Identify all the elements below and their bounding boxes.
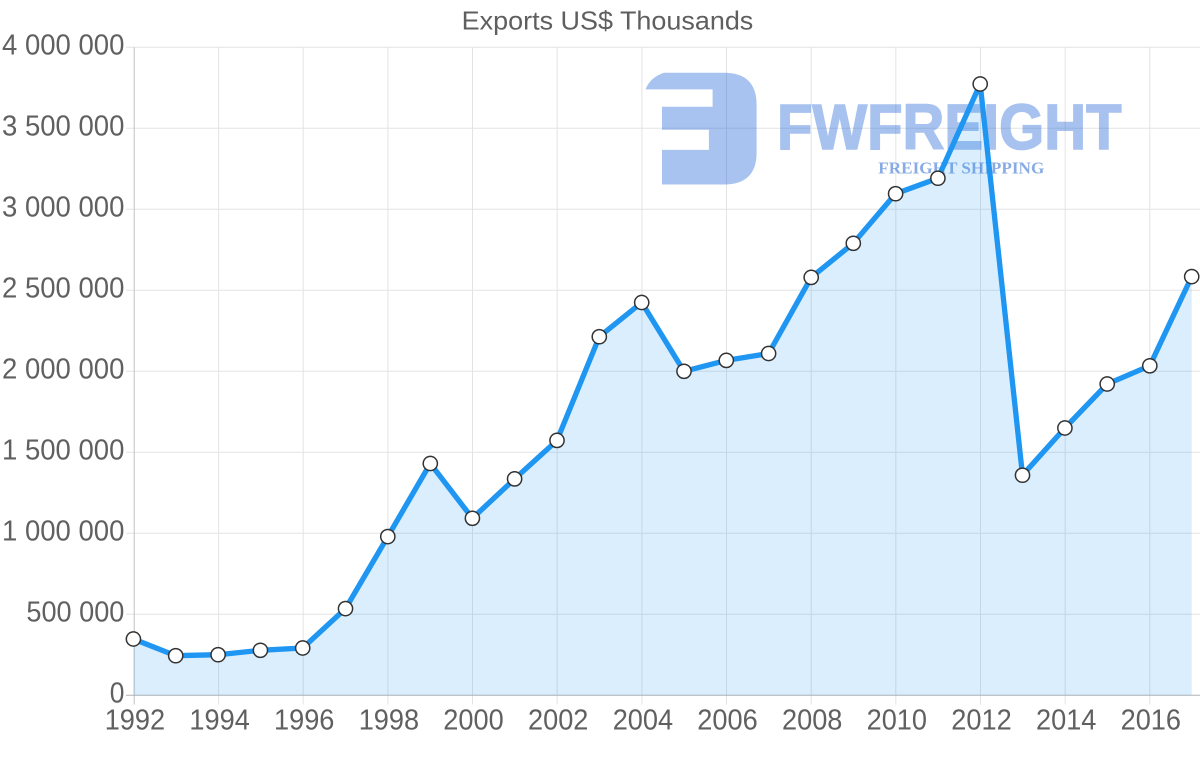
svg-text:4 000 000: 4 000 000 xyxy=(2,29,124,61)
svg-text:2014: 2014 xyxy=(1036,705,1097,737)
svg-text:3 500 000: 3 500 000 xyxy=(2,110,124,142)
svg-text:Exports US$ Thousands: Exports US$ Thousands xyxy=(462,5,754,35)
svg-text:0: 0 xyxy=(110,677,125,709)
svg-text:1996: 1996 xyxy=(274,705,334,737)
svg-text:2016: 2016 xyxy=(1121,705,1181,737)
svg-text:2012: 2012 xyxy=(951,705,1011,737)
svg-text:2002: 2002 xyxy=(528,705,588,737)
svg-text:1992: 1992 xyxy=(105,705,165,737)
svg-text:1 000 000: 1 000 000 xyxy=(2,515,124,547)
svg-text:2006: 2006 xyxy=(697,705,757,737)
svg-text:1994: 1994 xyxy=(189,705,250,737)
svg-text:2008: 2008 xyxy=(782,705,842,737)
svg-text:1998: 1998 xyxy=(359,705,419,737)
svg-text:3 000 000: 3 000 000 xyxy=(2,191,124,223)
svg-text:FREIGHT SHIPPING: FREIGHT SHIPPING xyxy=(878,159,1044,178)
svg-text:2 000 000: 2 000 000 xyxy=(2,353,124,385)
svg-text:2004: 2004 xyxy=(613,705,674,737)
svg-text:1 500 000: 1 500 000 xyxy=(2,434,124,466)
svg-text:2010: 2010 xyxy=(867,705,927,737)
svg-text:2 500 000: 2 500 000 xyxy=(2,272,124,304)
svg-text:2000: 2000 xyxy=(443,705,503,737)
svg-text:500 000: 500 000 xyxy=(26,596,124,628)
